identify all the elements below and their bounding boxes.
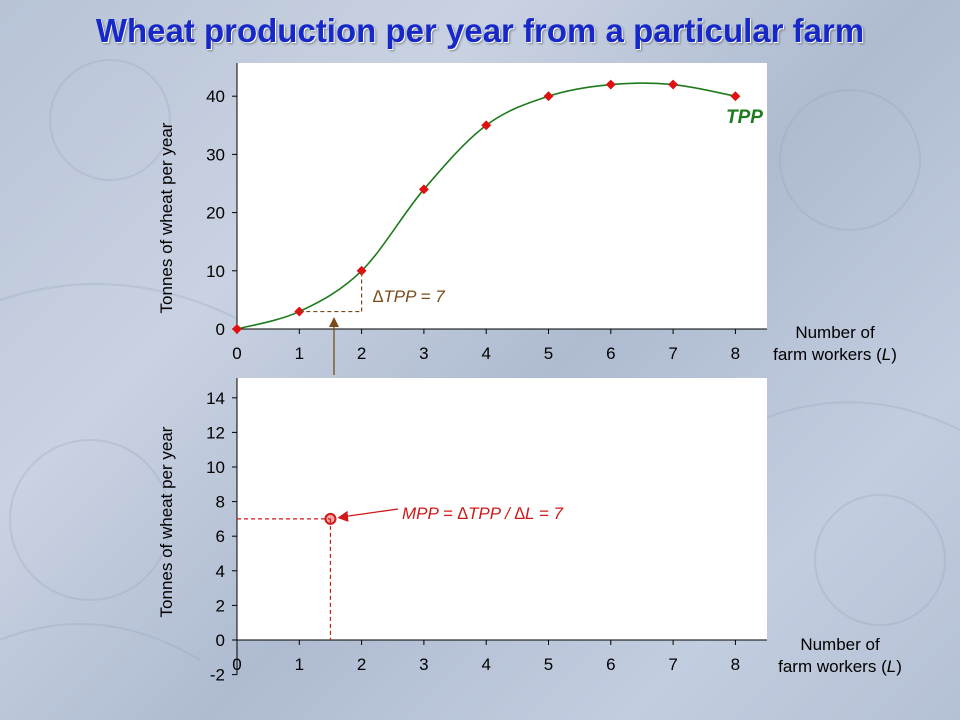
tpp-x-tick-label: 8 (731, 344, 740, 363)
tpp-x-tick-label: 3 (419, 344, 428, 363)
tpp-data-point (668, 79, 679, 90)
mpp-x-tick-label: 6 (606, 655, 615, 674)
mpp-x-axis-label: Number of farm workers (L) (750, 634, 930, 678)
tpp-data-point (730, 91, 741, 102)
delta-tpp-label: ∆TPP = 7 (373, 287, 445, 306)
mpp-x-tick-label: 8 (731, 655, 740, 674)
tpp-x-axis-label-line2: farm workers (L) (773, 345, 897, 364)
mpp-x-axis-label-line1: Number of (800, 635, 880, 654)
delta-l-arrow-head (329, 317, 339, 327)
mpp-x-tick-label: 7 (668, 655, 677, 674)
tpp-y-tick-label: 20 (206, 204, 225, 223)
mpp-y-tick-label: 2 (216, 596, 225, 615)
mpp-y-tick-label: 8 (216, 493, 225, 512)
mpp-x-tick-label: 5 (544, 655, 553, 674)
tpp-y-tick-label: 0 (216, 320, 225, 339)
mpp-x-tick-label: 3 (419, 655, 428, 674)
chart-title: Wheat production per year from a particu… (95, 12, 865, 49)
mpp-annotations: MPP = ∆TPP / ∆L = 7 (237, 504, 564, 640)
tpp-x-tick-label: 4 (481, 344, 490, 363)
mpp-y-axis-label: Tonnes of wheat per year (157, 426, 176, 617)
tpp-x-tick-label: 6 (606, 344, 615, 363)
tpp-y-tick-label: 30 (206, 145, 225, 164)
tpp-data-point (605, 79, 616, 90)
mpp-y-tick-label: 14 (206, 389, 225, 408)
tpp-data-point (543, 91, 554, 102)
tpp-curve (236, 82, 736, 330)
tpp-y-tick-label: 40 (206, 87, 225, 106)
mpp-arrow-line (342, 508, 399, 518)
tpp-x-tick-label: 1 (295, 344, 304, 363)
tpp-series-label: TPP (726, 107, 763, 128)
tpp-plot-area (237, 63, 767, 329)
mpp-plot-area (237, 378, 767, 640)
tpp-y-axis-label: Tonnes of wheat per year (157, 122, 176, 313)
tpp-x-tick-label: 2 (357, 344, 366, 363)
tpp-x-tick-label: 5 (544, 344, 553, 363)
tpp-data-point (356, 265, 367, 276)
mpp-x-tick-label: 2 (357, 655, 366, 674)
tpp-y-tick-label: 10 (206, 262, 225, 281)
mpp-x-axis-label-line2: farm workers (L) (778, 657, 902, 676)
mpp-formula-label: MPP = ∆TPP / ∆L = 7 (402, 504, 564, 523)
mpp-x-tick-label: 1 (295, 655, 304, 674)
mpp-y-tick-label: 0 (216, 631, 225, 650)
mpp-x-tick-label: 4 (481, 655, 490, 674)
mpp-y-tick-label: 10 (206, 458, 225, 477)
tpp-x-axis-label: Number of farm workers (L) (745, 322, 925, 366)
tpp-points (232, 79, 741, 334)
tpp-data-point (232, 324, 242, 334)
mpp-y-tick-label: 6 (216, 527, 225, 546)
tpp-x-axis-label-line1: Number of (795, 323, 875, 342)
tpp-x-tick-label: 0 (232, 344, 241, 363)
tpp-axis-ticks: 0 10 20 30 40 0 1 2 3 4 5 6 7 8 (206, 87, 740, 363)
mpp-y-tick-label: 12 (206, 423, 225, 442)
tpp-x-tick-label: 7 (668, 344, 677, 363)
mpp-arrow-head (337, 510, 349, 522)
mpp-y-tick-label: 4 (216, 562, 225, 581)
mpp-y-tick-label: -2 (210, 666, 225, 685)
tpp-data-point (418, 184, 429, 195)
